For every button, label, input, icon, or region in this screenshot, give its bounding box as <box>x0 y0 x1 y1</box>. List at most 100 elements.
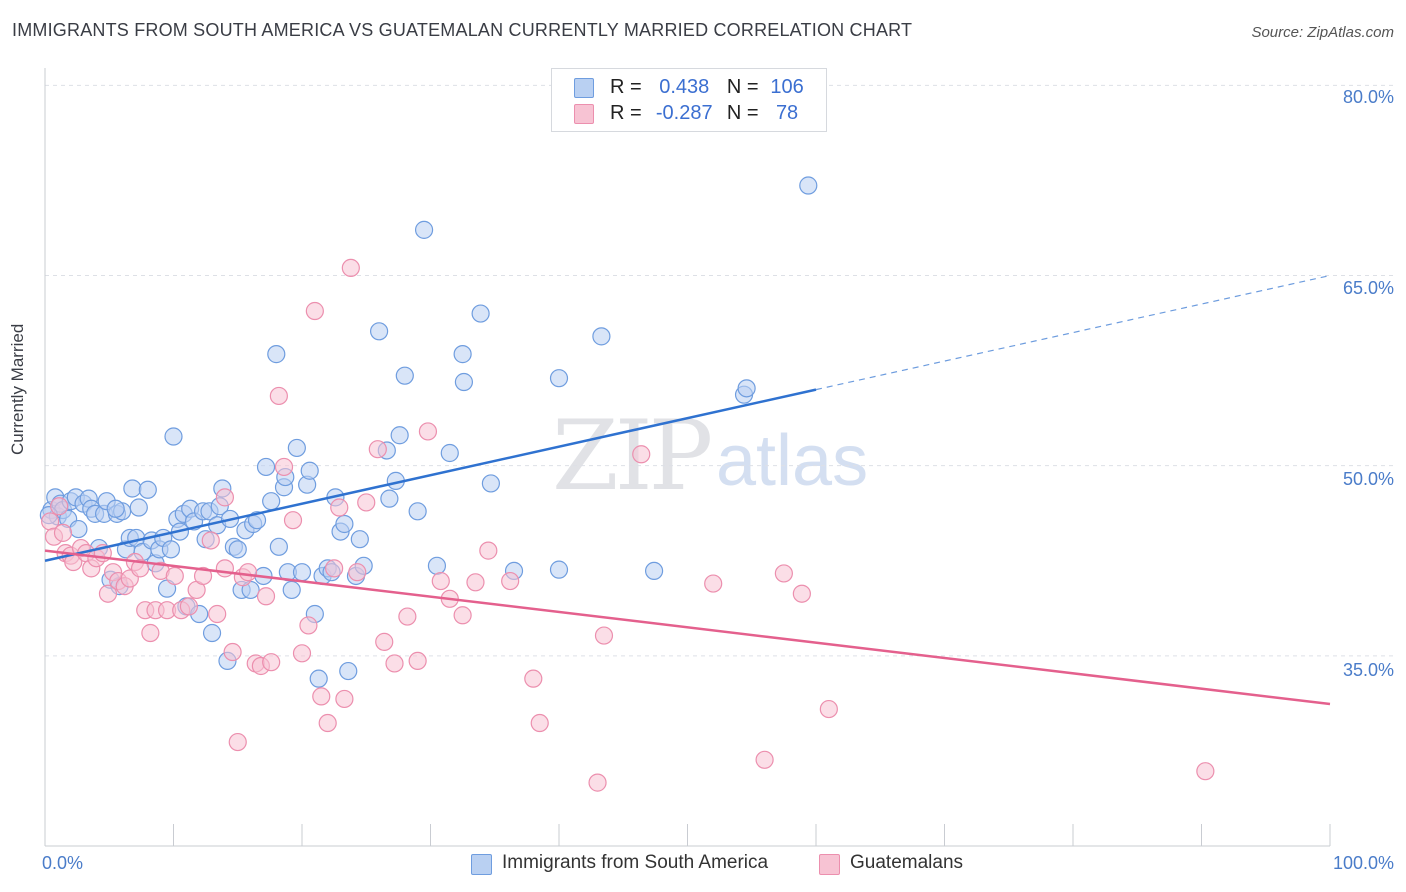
south-america-point <box>395 366 414 385</box>
south-america-point <box>256 457 276 477</box>
x-tick-label-max: 100.0% <box>1332 853 1394 873</box>
guatemalan-point <box>704 574 723 593</box>
legend-swatch-pink <box>819 854 840 875</box>
legend-r-label: R = <box>610 102 642 124</box>
chart-title: IMMIGRANTS FROM SOUTH AMERICA VS GUATEMA… <box>12 20 913 40</box>
guatemalan-point <box>201 531 220 550</box>
correlation-legend: R = 0.438 N = 106 R = -0.287 N = 78 <box>551 68 827 132</box>
south-america-point <box>350 530 369 549</box>
guatemalan-point <box>179 597 199 616</box>
south-america-point <box>69 519 88 539</box>
south-america-point <box>414 220 434 239</box>
guatemalan-point <box>269 386 288 406</box>
legend-n-value: 78 <box>775 102 799 124</box>
guatemalan-point <box>299 616 318 635</box>
legend-label: Immigrants from South America <box>502 852 769 873</box>
guatemalan-point <box>501 571 520 591</box>
legend-n-value: 106 <box>770 76 804 98</box>
guatemalan-point <box>398 607 417 626</box>
south-america-point <box>106 499 125 518</box>
guatemalan-point <box>256 587 276 606</box>
y-axis-label: Currently Married <box>8 323 27 455</box>
guatemalan-point <box>325 559 344 578</box>
south-america-point <box>408 502 427 521</box>
guatemalan-point <box>453 606 472 625</box>
guatemalan-point <box>819 699 838 719</box>
guatemalan-point <box>312 687 331 706</box>
guatemalan-point <box>348 563 367 582</box>
south-america-point <box>453 345 472 364</box>
guatemalan-point <box>215 488 234 507</box>
south-america-point <box>549 369 569 388</box>
guatemalan-point <box>215 559 234 578</box>
south-america-point <box>300 461 319 480</box>
south-america-point <box>481 474 500 493</box>
legend-swatch-blue <box>471 854 492 875</box>
south-america-point <box>454 372 474 392</box>
legend-r-label: R = <box>610 76 642 98</box>
source-credit: Source: ZipAtlas.com <box>1251 24 1394 41</box>
guatemalan-point <box>408 651 427 671</box>
south-america-point <box>799 176 818 195</box>
guatemalan-point <box>594 626 614 645</box>
south-america-trend-line <box>44 388 817 562</box>
guatemalan-point <box>385 654 404 673</box>
guatemalan-point <box>375 632 394 651</box>
guatemalan-point <box>632 445 651 464</box>
guatemalan-point <box>50 497 69 516</box>
guatemalan-point <box>479 541 498 560</box>
guatemalan-point <box>53 523 73 542</box>
south-america-point <box>390 426 409 445</box>
y-tick-label-35: 35.0% <box>1342 660 1394 680</box>
south-america-point <box>123 479 142 498</box>
south-america-point <box>262 492 281 511</box>
guatemalan-point <box>588 773 607 792</box>
guatemalan-point <box>130 559 150 578</box>
guatemalan-point <box>755 750 774 769</box>
south-america-point <box>309 669 328 688</box>
guatemalan-point <box>292 644 312 663</box>
south-america-point <box>335 514 354 534</box>
south-america-point <box>427 556 447 575</box>
guatemalan-point <box>341 258 360 278</box>
guatemalan-point <box>431 571 450 591</box>
south-america-point <box>339 661 358 681</box>
south-america-point <box>644 561 664 581</box>
guatemalan-point <box>274 457 294 477</box>
south-america-point <box>549 560 569 579</box>
guatemalan-point <box>524 669 543 688</box>
legend-label: Guatemalans <box>850 852 964 873</box>
watermark-atlas: atlas <box>716 421 869 501</box>
guatemalan-point <box>165 566 184 586</box>
y-tick-label-65: 65.0% <box>1342 278 1394 298</box>
guatemalan-point <box>208 604 227 624</box>
guatemalan-point <box>262 653 281 672</box>
south-america-point <box>737 379 756 398</box>
south-america-trend-extension <box>815 274 1331 391</box>
south-america-point <box>380 489 399 508</box>
guatemalan-trend-line <box>44 549 1331 706</box>
south-america-point <box>440 443 459 463</box>
south-america-point <box>592 327 611 346</box>
south-america-point <box>161 540 181 559</box>
guatemalan-point <box>305 301 324 321</box>
guatemalan-point <box>141 623 160 643</box>
guatemalan-point <box>223 642 242 662</box>
legend-r-value: -0.287 <box>655 102 713 124</box>
south-america-point <box>471 304 490 323</box>
south-america-point <box>138 480 157 499</box>
legend-r-value: 0.438 <box>659 76 710 98</box>
south-america-point <box>370 322 389 341</box>
legend-swatch-blue <box>574 78 594 98</box>
south-america-point <box>287 438 306 458</box>
south-america-point <box>129 498 148 517</box>
y-tick-label-80: 80.0% <box>1342 87 1394 107</box>
legend-n-label: N = <box>726 102 759 124</box>
south-america-point <box>292 563 312 582</box>
south-america-point <box>267 345 286 364</box>
guatemalan-point <box>530 713 549 733</box>
guatemalan-point <box>98 584 118 603</box>
south-america-point <box>269 537 288 556</box>
y-tick-label-50: 50.0% <box>1342 469 1394 489</box>
